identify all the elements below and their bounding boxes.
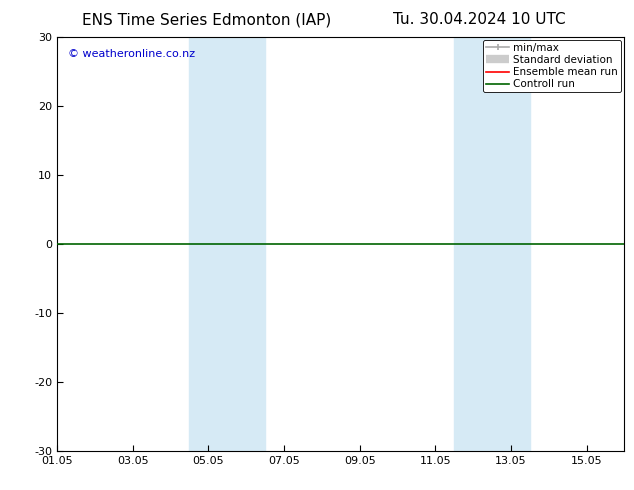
Text: © weatheronline.co.nz: © weatheronline.co.nz xyxy=(68,49,195,59)
Bar xyxy=(454,37,530,451)
Text: ENS Time Series Edmonton (IAP): ENS Time Series Edmonton (IAP) xyxy=(82,12,332,27)
Text: Tu. 30.04.2024 10 UTC: Tu. 30.04.2024 10 UTC xyxy=(393,12,566,27)
Legend: min/max, Standard deviation, Ensemble mean run, Controll run: min/max, Standard deviation, Ensemble me… xyxy=(483,40,621,93)
Bar xyxy=(190,37,265,451)
